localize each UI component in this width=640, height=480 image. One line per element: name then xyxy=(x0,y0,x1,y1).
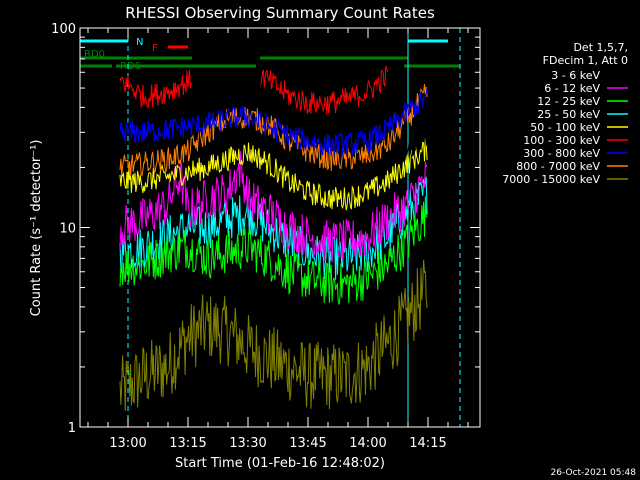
x-tick-label: 13:00 xyxy=(109,436,146,451)
y-tick-label: 10 xyxy=(59,222,76,237)
series-line xyxy=(119,176,428,280)
flag-bar-label: F xyxy=(152,43,158,54)
series-line xyxy=(119,151,428,263)
x-axis-label: Start Time (01-Feb-16 12:48:02) xyxy=(175,456,385,471)
flag-bar-label: RD6 xyxy=(120,61,141,72)
x-tick-label: 13:30 xyxy=(229,436,266,451)
legend-entry-label: 300 - 800 keV xyxy=(523,147,600,160)
series-group xyxy=(119,65,428,412)
legend-entry-label: 800 - 7000 keV xyxy=(516,160,600,173)
legend-header: Det 1,5,7, xyxy=(573,41,628,54)
flag-bar-label: RD0 xyxy=(84,49,105,60)
legend-entry-label: 3 - 6 keV xyxy=(551,69,600,82)
y-axis-label: Count Rate (s⁻¹ detector⁻¹) xyxy=(29,140,44,317)
x-tick-label: 13:45 xyxy=(289,436,326,451)
x-axis: 13:00 13:15 13:30 13:45 14:00 14:15 xyxy=(87,28,469,451)
x-tick-label: 14:15 xyxy=(409,436,446,451)
series-line xyxy=(119,87,428,157)
flag-bars: NF RD0 RD6 xyxy=(80,37,460,72)
footer-timestamp: 26-Oct-2021 05:48 xyxy=(551,468,637,478)
legend-entry-label: 50 - 100 keV xyxy=(530,121,600,134)
legend-header: FDecim 1, Att 0 xyxy=(543,54,628,67)
x-tick-label: 14:00 xyxy=(349,436,386,451)
y-tick-label: 100 xyxy=(51,22,76,37)
series-line xyxy=(119,196,428,305)
legend-entry-label: 7000 - 15000 keV xyxy=(502,173,600,186)
x-tick-label: 13:15 xyxy=(169,436,206,451)
series-line xyxy=(119,138,428,211)
series-line xyxy=(119,259,428,412)
flag-bar-label: N xyxy=(136,37,143,48)
legend-entry-label: 25 - 50 keV xyxy=(537,108,600,121)
y-tick-label: 1 xyxy=(68,421,76,436)
legend-entry-label: 6 - 12 keV xyxy=(544,82,600,95)
series-line xyxy=(119,65,388,115)
y-axis: 1 10 100 xyxy=(51,22,480,436)
chart-title: RHESSI Observing Summary Count Rates xyxy=(125,4,435,22)
legend-entry-label: 12 - 25 keV xyxy=(537,95,600,108)
legend-entry-label: 100 - 300 keV xyxy=(523,134,600,147)
